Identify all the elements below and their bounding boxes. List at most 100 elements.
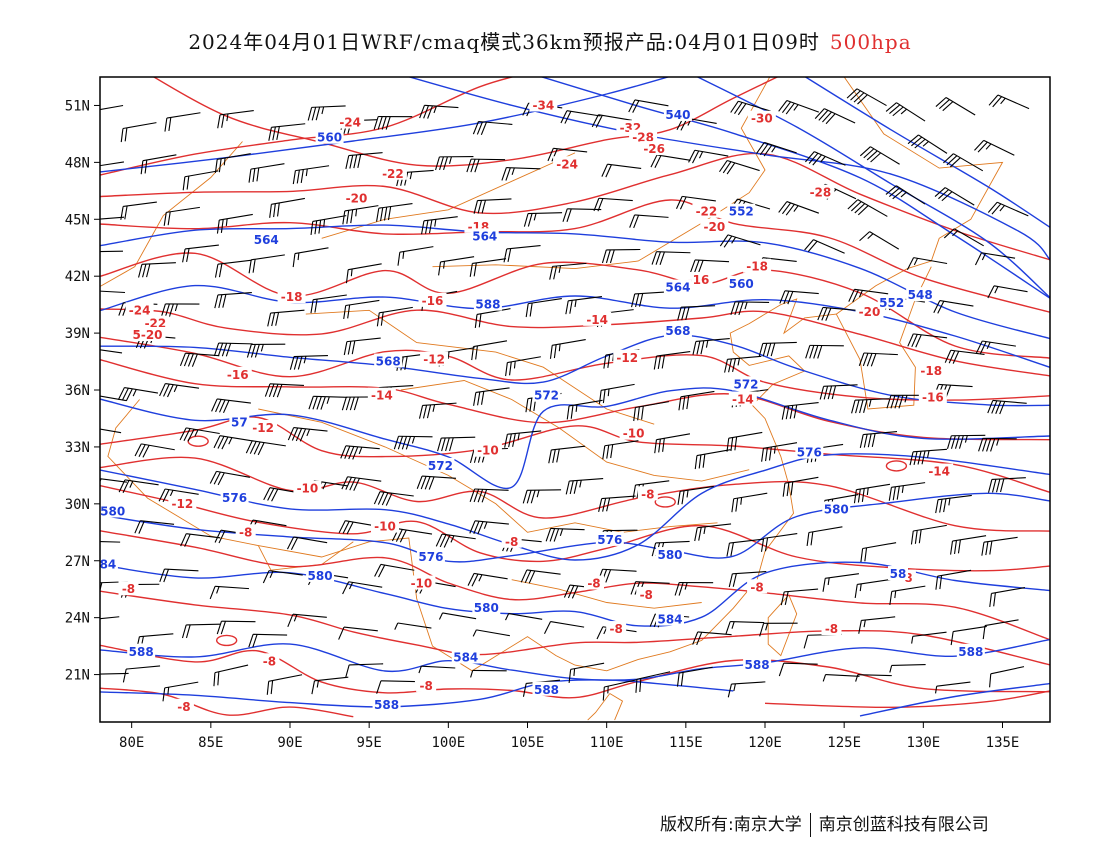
wind-barb-feather [83, 348, 89, 360]
wind-barb-feather [765, 447, 768, 462]
temperature-label-bg [249, 419, 278, 434]
wind-barb-feather [91, 478, 97, 490]
wind-barb-half-feather [129, 480, 134, 488]
wind-barb-staff [862, 542, 897, 550]
wind-barb-staff [217, 259, 252, 265]
wind-barb-half-feather [889, 665, 893, 673]
wind-barb-feather [310, 221, 314, 235]
wind-barb-feather [86, 541, 90, 554]
wind-barb-staff [311, 105, 346, 108]
height-label: 580 [308, 569, 333, 583]
wind-barb [805, 151, 846, 166]
temperature-label-bg [336, 114, 365, 129]
wind-barb-feather [957, 539, 961, 554]
wind-barb-staff [552, 262, 587, 267]
wind-barb [974, 139, 1015, 156]
wind-barb-staff [697, 523, 732, 529]
wind-barb-feather [480, 391, 485, 405]
wind-barb-feather [180, 533, 187, 547]
height-contour-line [696, 77, 1050, 299]
wind-barb-half-feather [418, 666, 422, 674]
lon-tick-label: 120E [748, 735, 782, 751]
wind-barb-feather [553, 344, 557, 359]
wind-barb [418, 402, 457, 419]
wind-barb-feather [821, 307, 828, 321]
wind-barb-feather [812, 154, 823, 166]
wind-barb-feather [641, 406, 644, 420]
wind-barb-feather [428, 219, 433, 234]
wind-barb-staff [952, 535, 987, 542]
wind-barb [724, 355, 762, 373]
wind-barb-feather [220, 621, 226, 635]
wind-barb-feather [999, 401, 1006, 415]
wind-barb [525, 297, 562, 318]
wind-barb-feather [787, 291, 794, 305]
wind-barb-staff [398, 528, 433, 535]
wind-barb [292, 247, 329, 268]
wind-barb-staff [991, 587, 1026, 595]
wind-barb-feather [651, 251, 657, 265]
wind-barb-feather [183, 428, 191, 441]
wind-barb [885, 185, 926, 205]
wind-barb [342, 581, 383, 595]
wind-barb-staff [507, 430, 542, 435]
wind-barb-feather [268, 383, 275, 397]
title-main: 2024年04月01日WRF/cmaq模式36km预报产品:04月01日09时 [188, 30, 820, 54]
wind-barb-feather [349, 396, 355, 411]
wind-barb-feather [138, 520, 145, 534]
wind-barb-half-feather [737, 358, 740, 366]
wind-barb [653, 351, 691, 370]
wind-barb-feather [122, 480, 130, 493]
wind-barb [950, 625, 987, 646]
wind-barb-feather [271, 312, 276, 327]
temperature-label-bg [418, 292, 447, 307]
wind-barb-feather [419, 105, 425, 119]
wind-barb-staff [551, 445, 586, 451]
wind-barb-feather [988, 94, 999, 106]
wind-barb-staff [292, 613, 327, 618]
lat-tick-label: 39N [65, 326, 90, 342]
wind-barb-feather [380, 312, 384, 326]
wind-barb [778, 201, 820, 216]
height-label: 584 [453, 651, 478, 665]
wind-barb-feather [387, 206, 392, 221]
map-frame [99, 76, 1051, 723]
wind-barb [543, 620, 585, 634]
wind-barb-staff [313, 294, 347, 301]
wind-barb-staff [681, 305, 716, 308]
wind-barb-staff [100, 478, 127, 483]
wind-barb-staff [185, 244, 219, 250]
wind-barb-staff [655, 540, 690, 544]
wind-barb [692, 338, 730, 355]
wind-barb-feather [214, 159, 218, 173]
wind-barb [851, 398, 890, 414]
wind-barb [469, 488, 509, 503]
wind-barb-feather [318, 219, 322, 234]
wind-barb [633, 401, 669, 422]
wind-barb-feather [292, 253, 296, 268]
wind-barb-feather [560, 110, 568, 124]
wind-barb-staff [100, 104, 124, 111]
wind-barb-feather [478, 313, 482, 328]
wind-barb-staff [918, 134, 948, 154]
wind-barb-feather [545, 528, 552, 542]
wind-barb-staff [295, 165, 330, 172]
wind-barb-feather [381, 492, 389, 506]
wind-barb [910, 524, 947, 545]
wind-barb-staff [635, 480, 670, 486]
wind-barb-feather [252, 634, 258, 648]
wind-barb-feather [785, 102, 795, 115]
wind-barb [120, 201, 157, 220]
wind-barb [213, 342, 253, 357]
temperature-label: -16 [227, 368, 249, 382]
wind-barb [758, 341, 797, 357]
wind-barb-feather [508, 433, 512, 448]
height-label: 576 [418, 550, 443, 564]
wind-barb-staff [729, 538, 764, 544]
wind-barb [727, 681, 766, 698]
wind-barb [676, 666, 713, 687]
wind-barb-staff [217, 153, 251, 160]
wind-barb-feather [380, 207, 384, 222]
wind-barb [946, 434, 986, 449]
wind-barb-feather [341, 396, 347, 411]
